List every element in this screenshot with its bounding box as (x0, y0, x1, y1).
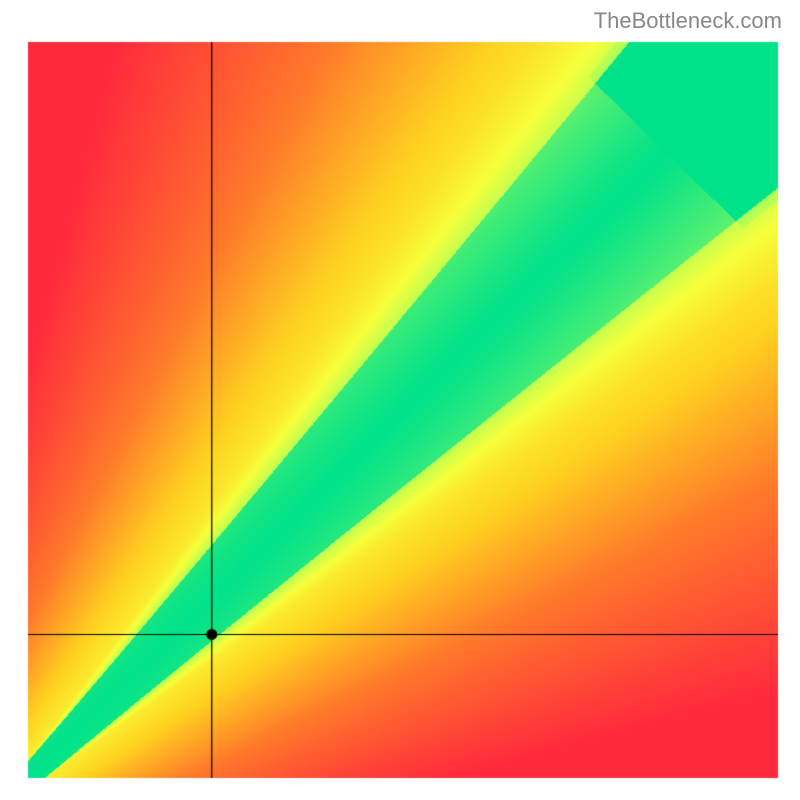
watermark-text: TheBottleneck.com (594, 8, 782, 34)
bottleneck-heatmap (0, 0, 800, 800)
chart-container: TheBottleneck.com (0, 0, 800, 800)
